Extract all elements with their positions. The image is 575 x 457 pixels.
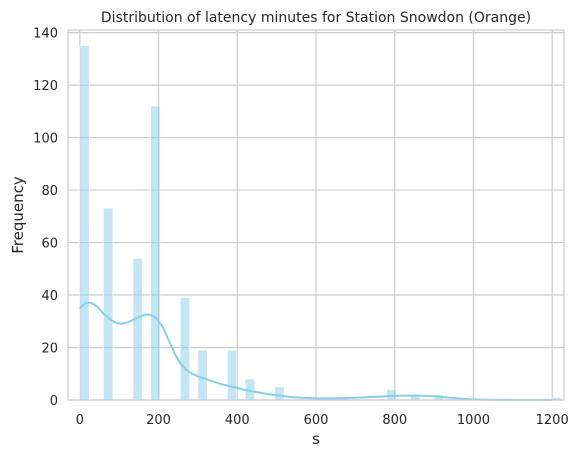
y-tick-label: 120 <box>33 79 58 94</box>
y-tick-label: 80 <box>41 184 58 199</box>
x-tick-label: 0 <box>76 413 84 428</box>
histogram-bar <box>132 257 143 401</box>
histogram-bar <box>274 386 285 401</box>
y-tick-label: 100 <box>33 132 58 147</box>
x-axis-label: s <box>312 430 320 448</box>
x-tick-label: 200 <box>146 413 171 428</box>
histogram-bar <box>227 349 238 401</box>
kde-curve <box>79 301 553 401</box>
x-tick-label: 1200 <box>536 413 569 428</box>
y-tick-label: 60 <box>41 237 58 252</box>
chart-title: Distribution of latency minutes for Stat… <box>101 10 531 26</box>
y-axis-label: Frequency <box>9 176 27 254</box>
histogram-bar <box>197 349 208 401</box>
histogram-bar <box>179 297 190 401</box>
histogram-bar <box>386 389 397 401</box>
x-tick-label: 400 <box>225 413 250 428</box>
x-tick-label: 1000 <box>457 413 490 428</box>
y-tick-label: 0 <box>50 394 58 409</box>
histogram-bar <box>103 208 114 401</box>
y-tick-label: 20 <box>41 342 58 357</box>
y-tick-label: 140 <box>33 27 58 42</box>
histogram-bar <box>150 105 161 401</box>
plot-frame <box>67 29 565 401</box>
histogram-bar <box>79 45 90 401</box>
x-tick-label: 800 <box>382 413 407 428</box>
histogram-bars <box>79 45 562 401</box>
y-tick-labels: 0 20 40 60 80 100 120 140 <box>33 27 58 409</box>
x-tick-labels: 0 200 400 600 800 1000 1200 <box>76 413 569 428</box>
y-tick-label: 40 <box>41 289 58 304</box>
x-tick-label: 600 <box>304 413 329 428</box>
